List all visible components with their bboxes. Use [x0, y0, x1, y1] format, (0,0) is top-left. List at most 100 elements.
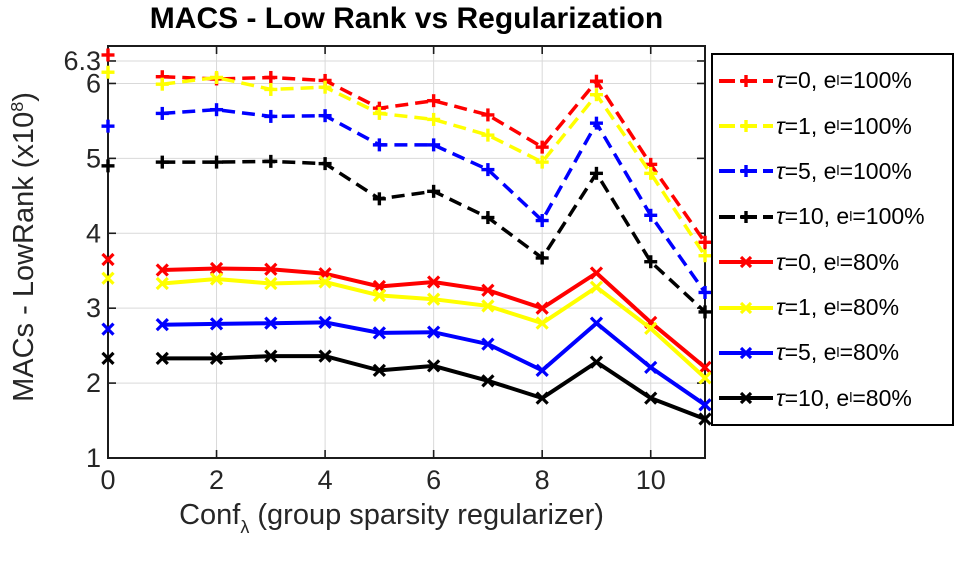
y-tick-label: 6 [86, 68, 101, 98]
y-axis-label-close: ) [7, 92, 40, 102]
x-marker-icon [209, 261, 224, 276]
x-marker-icon [318, 349, 332, 363]
legend-item: τ=5, e l =80% [718, 340, 950, 366]
x-marker-icon [589, 266, 604, 280]
legend-label-rest: =100% [839, 112, 912, 139]
legend-label: τ=5, e [776, 339, 837, 366]
legend-label: τ=0, e [776, 67, 837, 94]
x-marker-icon [535, 316, 549, 330]
y-tick-label: 1 [86, 443, 101, 473]
x-marker-icon [155, 318, 169, 332]
legend-label-subscript: l [836, 117, 840, 134]
legend-label: τ=1, e [776, 294, 837, 321]
series-line [162, 107, 707, 294]
legend-label-rest: =100% [839, 67, 912, 94]
x-tick-label: 10 [636, 465, 666, 495]
x-axis-label-rest: (group sparsity regularizer) [249, 499, 604, 531]
x-marker-icon [318, 315, 332, 330]
x-marker-icon [427, 275, 441, 289]
x-marker-icon [481, 374, 495, 388]
legend-label-subscript: l [849, 390, 853, 407]
legend-label-subscript: l [849, 208, 853, 225]
x-marker-icon [264, 276, 278, 291]
x-marker-icon [209, 272, 224, 286]
x-marker-icon [318, 275, 332, 289]
x-marker-icon [209, 317, 224, 331]
legend-item: τ=0, e l =100% [718, 68, 950, 94]
x-tick-label: 6 [426, 465, 441, 495]
chart-title: MACS - Low Rank vs Regularization [149, 2, 664, 35]
x-marker-icon [698, 360, 712, 374]
legend-item: τ=10, e l =100% [718, 204, 950, 230]
legend-label: τ=0, e [776, 248, 837, 275]
x-marker-icon [589, 280, 604, 294]
x-marker-icon [589, 355, 604, 369]
x-axis-label: Confλ (group sparsity regularizer) [78, 499, 705, 538]
x-marker-icon [535, 391, 549, 405]
legend-label-rest: =100% [839, 157, 912, 184]
x-tick-label: 0 [100, 465, 115, 495]
x-marker-icon [264, 349, 278, 363]
x-marker-icon [644, 360, 658, 374]
x-marker-icon [372, 363, 386, 377]
x-marker-icon [372, 288, 386, 303]
x-marker-icon [101, 322, 115, 336]
x-marker-icon [739, 256, 753, 269]
x-marker-icon [427, 359, 441, 373]
legend-sample-line [719, 392, 773, 405]
x-marker-icon [101, 271, 115, 285]
x-marker-icon [155, 263, 169, 277]
legend-label: τ=10, e [776, 384, 850, 411]
x-marker-icon [101, 351, 115, 366]
axes-box [107, 45, 706, 459]
legend-label-subscript: l [836, 72, 840, 89]
legend-label-subscript: l [836, 299, 840, 316]
legend-item: τ=10, e l =80% [718, 385, 950, 411]
legend-sample-line [719, 74, 773, 87]
x-marker-icon [698, 412, 712, 426]
x-marker-icon [535, 301, 549, 315]
y-axis-label: MACs - LowRank (x108) [7, 37, 45, 457]
y-axis-label-text: MACs - LowRank (x10 [7, 111, 40, 402]
x-marker-icon [427, 325, 441, 339]
legend-item: τ=0, e l =80% [718, 249, 950, 275]
y-tick-label: 3 [86, 293, 101, 323]
series-line [162, 75, 707, 257]
legend-label: τ=1, e [776, 112, 837, 139]
legend-item: τ=5, e l =100% [718, 158, 950, 184]
y-tick-label: 4 [86, 218, 101, 248]
x-marker-icon [209, 351, 224, 366]
legend-label-subscript: l [836, 254, 840, 271]
x-marker-icon [101, 252, 115, 267]
legend-label-subscript: l [836, 163, 840, 180]
x-marker-icon [698, 398, 712, 412]
legend-item: τ=1, e l =80% [718, 295, 950, 321]
x-marker-icon [155, 276, 169, 291]
legend: τ=0, e l =100% τ=1, e l =100% τ=5, e l =100% τ=10… [711, 53, 954, 426]
legend-label-rest: =80% [839, 248, 900, 275]
x-axis-label-text: Conf [179, 499, 241, 531]
x-marker-icon [427, 292, 441, 306]
x-marker-icon [589, 316, 604, 330]
x-marker-icon [644, 321, 658, 336]
legend-sample-line [719, 346, 773, 360]
legend-label: τ=10, e [776, 203, 850, 230]
legend-label-rest: =80% [852, 384, 912, 411]
legend-sample-line [719, 301, 773, 314]
x-axis-label-subscript: λ [240, 516, 250, 537]
y-axis-label-superscript: 8 [7, 101, 27, 112]
x-marker-icon [372, 326, 386, 340]
legend-label: τ=5, e [776, 157, 837, 184]
y-tick-label: 2 [86, 368, 101, 398]
x-tick-label: 4 [318, 465, 333, 495]
x-marker-icon [698, 371, 712, 385]
legend-label-subscript: l [836, 344, 840, 361]
x-tick-label: 2 [209, 465, 224, 495]
x-marker-icon [739, 301, 753, 314]
x-marker-icon [264, 316, 278, 330]
x-marker-icon [155, 351, 169, 366]
x-marker-icon [481, 283, 495, 297]
series-line [162, 74, 707, 244]
